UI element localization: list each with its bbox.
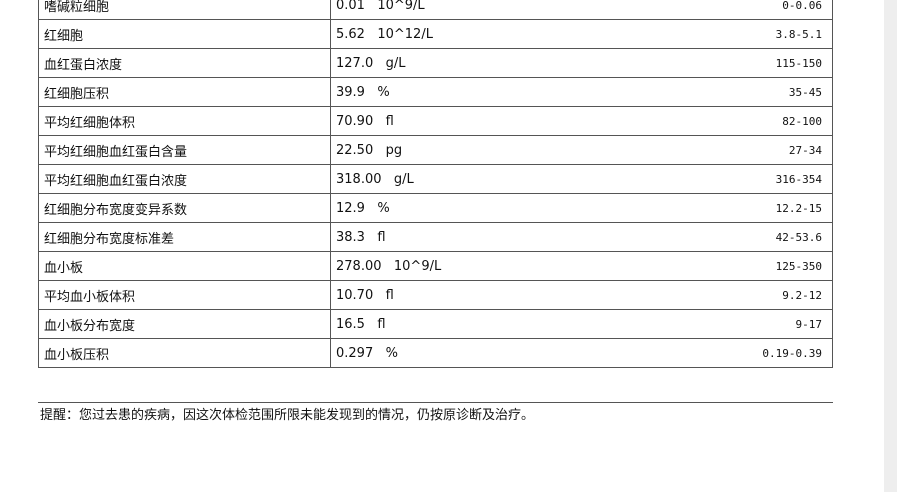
item-name: 红细胞压积 [38,77,331,107]
reference-range: 35-45 [637,77,833,107]
reference-range: 82-100 [637,106,833,136]
item-value: 22.50 pg [330,135,638,165]
item-name: 嗜碱粒细胞 [38,0,331,20]
report-table: 嗜碱粒细胞 0.01 10^9/L 0-0.06 红细胞 5.62 10^12/L 3.8… [38,0,833,368]
table-row: 血红蛋白浓度 127.0 g/L 115-150 [38,48,833,78]
table-row: 血小板分布宽度 16.5 fl 9-17 [38,309,833,339]
note: 提醒：您过去患的疾病，因这次体检范围所限未能发现到的情况，仍按原诊断及治疗。 [40,408,535,423]
table-row: 红细胞分布宽度标准差 38.3 fl 42-53.6 [38,222,833,252]
table-row: 平均红细胞血红蛋白含量 22.50 pg 27-34 [38,135,833,165]
item-value: 318.00 g/L [330,164,638,194]
item-value: 39.9 % [330,77,638,107]
table-row: 红细胞分布宽度变异系数 12.9 % 12.2-15 [38,193,833,223]
item-value: 5.62 10^12/L [330,19,638,49]
item-value: 10.70 fl [330,280,638,310]
item-name: 红细胞分布宽度变异系数 [38,193,331,223]
table-row: 血小板压积 0.297 % 0.19-0.39 [38,338,833,368]
item-value: 278.00 10^9/L [330,251,638,281]
item-name: 平均红细胞血红蛋白含量 [38,135,331,165]
reference-range: 0-0.06 [637,0,833,20]
reference-range: 115-150 [637,48,833,78]
item-value: 70.90 fl [330,106,638,136]
item-value: 0.297 % [330,338,638,368]
item-name: 血小板压积 [38,338,331,368]
item-name: 红细胞分布宽度标准差 [38,222,331,252]
item-name: 平均血小板体积 [38,280,331,310]
reference-range: 0.19-0.39 [637,338,833,368]
table-row: 嗜碱粒细胞 0.01 10^9/L 0-0.06 [38,0,833,20]
item-name: 血红蛋白浓度 [38,48,331,78]
item-name: 血小板 [38,251,331,281]
table-row: 平均红细胞血红蛋白浓度 318.00 g/L 316-354 [38,164,833,194]
item-name: 血小板分布宽度 [38,309,331,339]
reference-range: 9-17 [637,309,833,339]
item-name: 平均红细胞体积 [38,106,331,136]
item-value: 38.3 fl [330,222,638,252]
separator [38,402,833,403]
scrollbar[interactable] [884,0,897,492]
item-value: 12.9 % [330,193,638,223]
reference-range: 3.8-5.1 [637,19,833,49]
item-name: 平均红细胞血红蛋白浓度 [38,164,331,194]
table-row: 平均血小板体积 10.70 fl 9.2-12 [38,280,833,310]
reference-range: 125-350 [637,251,833,281]
table-row: 红细胞压积 39.9 % 35-45 [38,77,833,107]
item-name: 红细胞 [38,19,331,49]
reference-range: 42-53.6 [637,222,833,252]
table-row: 平均红细胞体积 70.90 fl 82-100 [38,106,833,136]
item-value: 0.01 10^9/L [330,0,638,20]
reference-range: 12.2-15 [637,193,833,223]
table-row: 血小板 278.00 10^9/L 125-350 [38,251,833,281]
table-row: 红细胞 5.62 10^12/L 3.8-5.1 [38,19,833,49]
reference-range: 27-34 [637,135,833,165]
item-value: 16.5 fl [330,309,638,339]
item-value: 127.0 g/L [330,48,638,78]
reference-range: 316-354 [637,164,833,194]
reference-range: 9.2-12 [637,280,833,310]
